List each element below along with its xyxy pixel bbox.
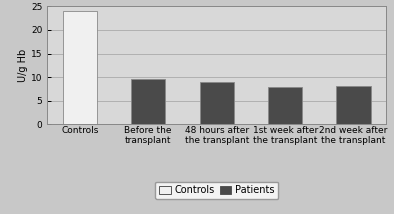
Bar [200,82,234,124]
Bar [336,86,371,124]
Y-axis label: U/g Hb: U/g Hb [18,49,28,82]
Bar [131,79,165,124]
Bar [63,11,97,124]
Bar [268,87,302,124]
Legend: Controls, Patients: Controls, Patients [155,181,279,199]
